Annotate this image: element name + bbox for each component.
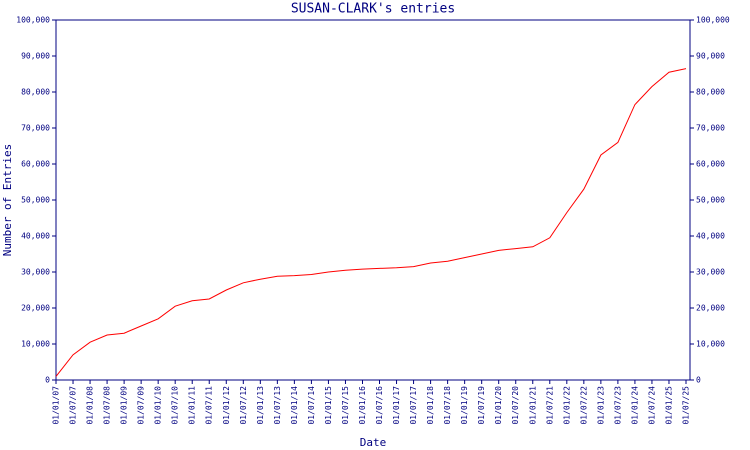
x-tick-label: 01/07/23 xyxy=(613,386,622,425)
y-tick-label: 30,000 xyxy=(21,268,50,277)
x-tick-label: 01/01/07 xyxy=(52,386,61,425)
y2-tick-label: 70,000 xyxy=(696,124,725,133)
x-tick-label: 01/01/21 xyxy=(528,386,537,425)
y-tick-label: 50,000 xyxy=(21,196,50,205)
x-tick-label: 01/07/11 xyxy=(205,386,214,425)
x-axis-label: Date xyxy=(360,436,387,449)
y-tick-label: 0 xyxy=(45,376,50,385)
x-tick-label: 01/07/14 xyxy=(307,386,316,425)
x-tick-label: 01/01/17 xyxy=(392,386,401,425)
y-tick-label: 40,000 xyxy=(21,232,50,241)
x-tick-label: 01/01/25 xyxy=(664,386,673,425)
y2-tick-label: 50,000 xyxy=(696,196,725,205)
x-tick-label: 01/07/17 xyxy=(409,386,418,425)
x-tick-label: 01/01/10 xyxy=(154,386,163,425)
x-tick-label: 01/07/21 xyxy=(545,386,554,425)
y-tick-label: 60,000 xyxy=(21,160,50,169)
y-tick-label: 70,000 xyxy=(21,124,50,133)
x-tick-label: 01/01/15 xyxy=(324,386,333,425)
y-axis-label: Number of Entries xyxy=(1,144,14,257)
x-tick-label: 01/01/12 xyxy=(222,386,231,425)
x-tick-label: 01/07/09 xyxy=(137,386,146,425)
chart-title: SUSAN-CLARK's entries xyxy=(291,2,455,17)
x-tick-label: 01/07/12 xyxy=(239,386,248,425)
x-tick-label: 01/01/22 xyxy=(562,386,571,425)
y2-tick-label: 20,000 xyxy=(696,304,725,313)
x-tick-label: 01/07/24 xyxy=(647,386,656,425)
x-tick-label: 01/07/15 xyxy=(341,386,350,425)
x-tick-label: 01/07/18 xyxy=(443,386,452,425)
x-tick-label: 01/07/19 xyxy=(477,386,486,425)
x-tick-label: 01/01/24 xyxy=(630,386,639,425)
x-tick-label: 01/01/09 xyxy=(120,386,129,425)
x-tick-label: 01/01/16 xyxy=(358,386,367,425)
x-tick-label: 01/07/07 xyxy=(69,386,78,425)
x-tick-label: 01/07/10 xyxy=(171,386,180,425)
x-tick-label: 01/07/22 xyxy=(579,386,588,425)
y-tick-label: 20,000 xyxy=(21,304,50,313)
y2-tick-label: 100,000 xyxy=(696,16,730,25)
y-tick-label: 100,000 xyxy=(16,16,50,25)
x-tick-label: 01/07/25 xyxy=(682,386,691,425)
y2-tick-label: 80,000 xyxy=(696,88,725,97)
x-tick-label: 01/01/19 xyxy=(460,386,469,425)
y-tick-label: 10,000 xyxy=(21,340,50,349)
y2-tick-label: 90,000 xyxy=(696,52,725,61)
y2-tick-label: 60,000 xyxy=(696,160,725,169)
x-tick-label: 01/01/13 xyxy=(256,386,265,425)
x-tick-label: 01/01/18 xyxy=(426,386,435,425)
plot-frame xyxy=(55,19,691,381)
x-tick-label: 01/01/14 xyxy=(290,386,299,425)
data-line xyxy=(55,68,687,377)
x-tick-label: 01/01/20 xyxy=(494,386,503,425)
x-tick-label: 01/01/11 xyxy=(188,386,197,425)
x-tick-label: 01/07/13 xyxy=(273,386,282,425)
y2-tick-label: 10,000 xyxy=(696,340,725,349)
y2-tick-label: 0 xyxy=(696,376,701,385)
y-tick-label: 90,000 xyxy=(21,52,50,61)
y-tick-label: 80,000 xyxy=(21,88,50,97)
x-tick-label: 01/07/16 xyxy=(375,386,384,425)
x-tick-label: 01/01/23 xyxy=(596,386,605,425)
x-tick-label: 01/01/08 xyxy=(86,386,95,425)
x-tick-label: 01/07/20 xyxy=(511,386,520,425)
y2-tick-label: 40,000 xyxy=(696,232,725,241)
y2-tick-label: 30,000 xyxy=(696,268,725,277)
x-tick-label: 01/07/08 xyxy=(103,386,112,425)
